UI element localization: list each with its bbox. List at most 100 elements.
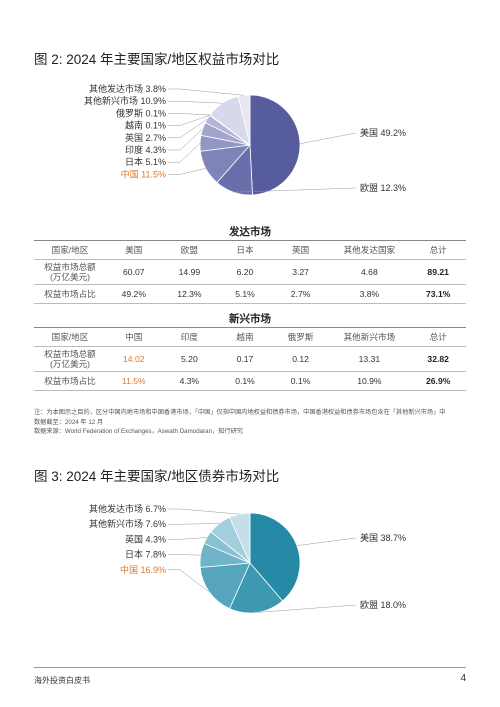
slice-label: 日本 5.1%: [125, 156, 166, 167]
table-cell: 13.31: [328, 346, 411, 372]
leader-line: [233, 187, 357, 193]
figure3-pie-chart: 美国 38.7% 欧盟 18.0% 其他发达市场 6.7% 其他新兴市场 7.6% 英国…: [89, 503, 406, 614]
table-cell: 10.9%: [328, 371, 411, 391]
slice-label: 印度 4.3%: [125, 144, 166, 155]
table-cell: 60.07: [106, 259, 162, 285]
table-row: 权益市场占比 11.5% 4.3% 0.1% 0.1% 10.9% 26.9%: [34, 371, 466, 391]
table-cell: 4.3%: [161, 371, 218, 391]
pie-slice: [229, 512, 251, 564]
table-header-cell: 美国: [106, 240, 162, 260]
leader-line: [168, 143, 201, 163]
leader-line: [168, 569, 210, 593]
table-header-cell: 英国: [272, 240, 329, 260]
table-cell: 4.68: [328, 259, 411, 285]
table-header-row: 国家/地区 中国 印度 越南 俄罗斯 其他新兴市场 总计: [34, 327, 466, 347]
developed-table: 国家/地区 美国 欧盟 日本 英国 其他发达国家 总计 权益市场总额 (万亿美元…: [34, 240, 466, 304]
slice-label: 英国 4.3%: [125, 533, 166, 544]
table-cell: 49.2%: [106, 284, 162, 304]
leader-line: [168, 100, 223, 104]
table-header-cell: 其他新兴市场: [328, 327, 411, 347]
table-header-cell: 国家/地区: [34, 327, 106, 347]
footer-title: 海外投资白皮书: [34, 676, 90, 685]
table-cell: 5.20: [161, 346, 218, 372]
note-line: 注：为本图示之目的，区分中国内地市场和中国香港市场，「中国」仅指中国内地权益和债…: [34, 409, 446, 416]
table-cell: 3.27: [272, 259, 329, 285]
table-cell: 2.7%: [272, 284, 329, 304]
leader-line: [168, 554, 201, 556]
figure2-pie-chart: 美国 49.2% 欧盟 12.3% 其他发达市场 3.8%其他新兴市场 10.9%俄…: [84, 83, 406, 196]
table-cell: 6.20: [217, 259, 273, 285]
leader-line: [168, 113, 211, 116]
table-header-cell: 越南: [217, 327, 273, 347]
note-line: 数据截至：2024 年 12 月: [34, 418, 104, 426]
leader-line: [168, 168, 206, 175]
table-total-cell: 32.82: [410, 346, 466, 372]
table-cell: 0.1%: [217, 371, 273, 391]
slice-label: 其他新兴市场 10.9%: [84, 95, 166, 106]
slice-label: 其他发达市场 6.7%: [89, 503, 166, 514]
slice-label: 英国 2.7%: [125, 132, 166, 143]
emerging-section-title: 新兴市场: [229, 313, 271, 325]
leader-line: [168, 537, 208, 540]
row-label: 权益市场总额 (万亿美元): [34, 259, 106, 285]
table-row: 权益市场总额 (万亿美元) 14.02 5.20 0.17 0.12 13.31…: [34, 346, 466, 372]
table-cell: 11.5%: [106, 371, 162, 391]
table-row: 权益市场总额 (万亿美元) 60.07 14.99 6.20 3.27 4.68…: [34, 259, 466, 285]
slice-label: 欧盟 12.3%: [360, 182, 406, 193]
row-label: 权益市场占比: [34, 371, 106, 391]
figure2-title: 图 2: 2024 年主要国家/地区权益市场对比: [34, 52, 280, 67]
leader-line: [168, 118, 208, 139]
slice-label: 其他新兴市场 7.6%: [89, 518, 166, 529]
table-cell: 0.12: [272, 346, 329, 372]
slice-label: 越南 0.1%: [125, 120, 166, 131]
leader-line: [168, 523, 220, 525]
table-header-cell: 印度: [161, 327, 218, 347]
slice-label: 中国 16.9%: [120, 564, 166, 575]
pie-slice: [199, 562, 251, 610]
table-header-cell: 其他发达国家: [328, 240, 411, 260]
leader-line: [257, 604, 357, 613]
leader-line: [168, 508, 240, 515]
table-total-cell: 89.21: [410, 259, 466, 285]
figure3-title: 图 3: 2024 年主要国家/地区债券市场对比: [34, 469, 280, 484]
emerging-table: 国家/地区 中国 印度 越南 俄罗斯 其他新兴市场 总计 权益市场总额 (万亿美…: [34, 327, 466, 391]
leader-line: [296, 537, 357, 546]
slice-label: 俄罗斯 0.1%: [116, 107, 166, 118]
table-cell: 5.1%: [217, 284, 273, 304]
figure-notes: 注：为本图示之目的，区分中国内地市场和中国香港市场，「中国」仅指中国内地权益和债…: [34, 408, 474, 437]
pie-slice: [249, 512, 301, 602]
table-cell: 14.99: [161, 259, 218, 285]
footer-divider: [34, 667, 466, 668]
table-header-cell: 俄罗斯: [272, 327, 329, 347]
slice-label: 日本 7.8%: [125, 549, 166, 560]
table-total-cell: 26.9%: [410, 371, 466, 391]
slice-label: 欧盟 18.0%: [360, 599, 406, 610]
table-cell: 12.3%: [161, 284, 218, 304]
leader-line: [168, 88, 245, 96]
table-total-cell: 73.1%: [410, 284, 466, 304]
table-cell: 0.1%: [272, 371, 329, 391]
table-header-cell: 欧盟: [161, 240, 218, 260]
slice-label: 美国 49.2%: [360, 127, 406, 138]
note-line: 数据来源：World Federation of Exchanges，Aswat…: [34, 428, 243, 435]
pie-slice: [249, 94, 301, 196]
developed-section-title: 发达市场: [229, 226, 271, 238]
slice-label: 美国 38.7%: [360, 532, 406, 543]
table-header-row: 国家/地区 美国 欧盟 日本 英国 其他发达国家 总计: [34, 240, 466, 260]
table-cell: 0.17: [217, 346, 273, 372]
table-row: 权益市场占比 49.2% 12.3% 5.1% 2.7% 3.8% 73.1%: [34, 284, 466, 304]
leader-line: [168, 114, 210, 126]
table-cell: 3.8%: [328, 284, 411, 304]
slice-label: 中国 11.5%: [121, 168, 166, 179]
page-number: 4: [460, 673, 466, 684]
row-label: 权益市场总额 (万亿美元): [34, 346, 106, 372]
leader-line: [168, 128, 203, 151]
table-header-cell: 中国: [106, 327, 162, 347]
table-header-cell: 总计: [410, 240, 466, 260]
row-label: 权益市场占比: [34, 284, 106, 304]
slice-label: 其他发达市场 3.8%: [89, 83, 166, 94]
table-cell: 14.02: [106, 346, 162, 372]
table-header-cell: 总计: [410, 327, 466, 347]
table-header-cell: 国家/地区: [34, 240, 106, 260]
leader-line: [299, 132, 357, 144]
